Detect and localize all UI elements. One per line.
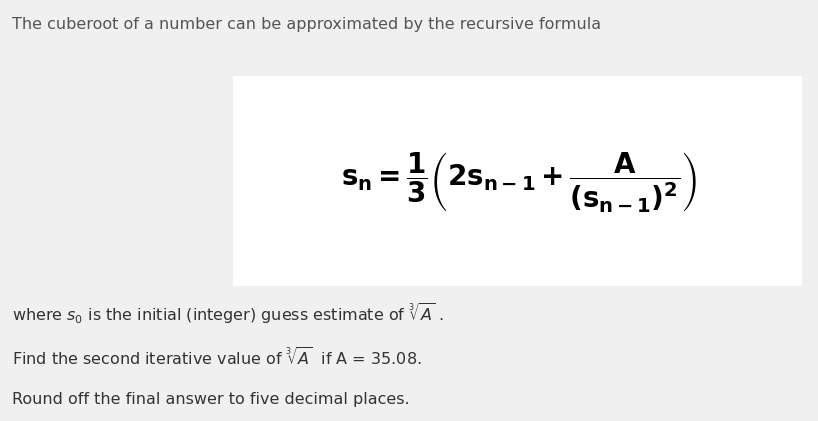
Text: Find the second iterative value of $\sqrt[3]{A}$  if A = 35.08.: Find the second iterative value of $\sqr… [12,347,422,369]
Text: where $s_0$ is the initial (integer) guess estimate of $\sqrt[3]{A}$ .: where $s_0$ is the initial (integer) gue… [12,301,444,326]
Text: $\mathbf{s_n = \dfrac{1}{3}\left(2s_{n-1} + \dfrac{A}{(s_{n-1})^2}\right)}$: $\mathbf{s_n = \dfrac{1}{3}\left(2s_{n-1… [341,151,698,215]
Text: Round off the final answer to five decimal places.: Round off the final answer to five decim… [12,392,410,408]
Text: The cuberoot of a number can be approximated by the recursive formula: The cuberoot of a number can be approxim… [12,17,601,32]
FancyBboxPatch shape [233,76,802,286]
